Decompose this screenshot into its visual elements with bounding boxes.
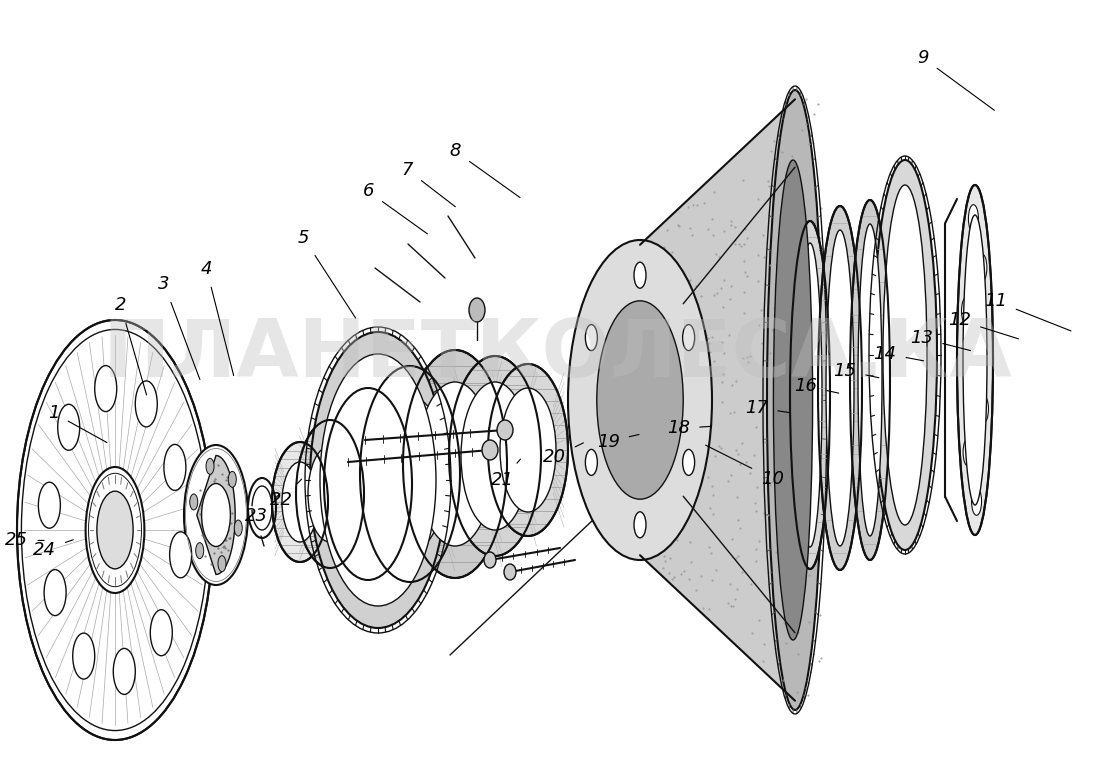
- Ellipse shape: [360, 366, 460, 582]
- Ellipse shape: [963, 215, 987, 505]
- Ellipse shape: [634, 262, 646, 288]
- Ellipse shape: [767, 90, 822, 710]
- Ellipse shape: [683, 324, 694, 350]
- Text: 20: 20: [543, 443, 584, 466]
- Text: 19: 19: [597, 432, 639, 451]
- Ellipse shape: [184, 445, 248, 585]
- Ellipse shape: [95, 366, 117, 411]
- Ellipse shape: [114, 648, 135, 694]
- Text: 10: 10: [705, 445, 783, 488]
- Text: 21: 21: [491, 459, 520, 489]
- Ellipse shape: [135, 381, 157, 427]
- Ellipse shape: [482, 440, 498, 460]
- Ellipse shape: [469, 298, 485, 322]
- Ellipse shape: [151, 610, 172, 655]
- Ellipse shape: [296, 420, 364, 568]
- Ellipse shape: [634, 512, 646, 538]
- Ellipse shape: [45, 570, 66, 615]
- Ellipse shape: [858, 224, 882, 536]
- Ellipse shape: [229, 472, 237, 487]
- Text: 2: 2: [115, 296, 146, 395]
- Ellipse shape: [170, 532, 192, 577]
- Ellipse shape: [449, 356, 541, 556]
- Text: 23: 23: [246, 494, 279, 525]
- Ellipse shape: [883, 185, 927, 525]
- Ellipse shape: [338, 418, 398, 550]
- Polygon shape: [196, 455, 235, 574]
- Ellipse shape: [190, 494, 198, 510]
- Ellipse shape: [873, 160, 937, 550]
- Ellipse shape: [597, 301, 683, 499]
- Ellipse shape: [976, 254, 987, 282]
- Ellipse shape: [58, 405, 79, 450]
- Ellipse shape: [308, 446, 352, 542]
- Ellipse shape: [790, 221, 830, 569]
- Text: 18: 18: [667, 419, 712, 438]
- Ellipse shape: [164, 445, 186, 490]
- Text: 6: 6: [363, 182, 427, 234]
- Text: 1: 1: [48, 404, 107, 442]
- Ellipse shape: [461, 382, 529, 530]
- Text: 22: 22: [270, 479, 301, 510]
- Ellipse shape: [403, 350, 507, 578]
- Ellipse shape: [773, 160, 812, 640]
- Ellipse shape: [282, 462, 318, 542]
- Ellipse shape: [850, 200, 889, 560]
- Ellipse shape: [73, 633, 95, 679]
- Ellipse shape: [97, 491, 133, 569]
- Text: 24: 24: [33, 540, 74, 559]
- Text: 15: 15: [834, 361, 879, 380]
- Ellipse shape: [484, 552, 496, 568]
- Text: 17: 17: [745, 398, 790, 417]
- Ellipse shape: [202, 483, 230, 547]
- Text: 16: 16: [795, 377, 839, 395]
- Ellipse shape: [962, 297, 972, 325]
- Ellipse shape: [818, 206, 862, 570]
- Ellipse shape: [586, 324, 597, 350]
- Ellipse shape: [963, 438, 973, 466]
- Ellipse shape: [218, 556, 225, 572]
- Ellipse shape: [86, 467, 144, 593]
- Text: 5: 5: [298, 229, 356, 318]
- Ellipse shape: [500, 388, 556, 512]
- Ellipse shape: [417, 382, 493, 546]
- Ellipse shape: [568, 240, 712, 560]
- Ellipse shape: [272, 442, 328, 562]
- Ellipse shape: [488, 364, 568, 536]
- Ellipse shape: [234, 520, 242, 536]
- Ellipse shape: [586, 449, 597, 476]
- Ellipse shape: [969, 205, 979, 232]
- Text: 11: 11: [984, 292, 1071, 331]
- Text: 12: 12: [949, 311, 1019, 339]
- Ellipse shape: [826, 230, 854, 546]
- Text: 3: 3: [158, 275, 200, 380]
- Ellipse shape: [979, 395, 989, 423]
- Ellipse shape: [683, 449, 694, 476]
- Ellipse shape: [324, 388, 412, 580]
- Text: 13: 13: [911, 329, 971, 350]
- Polygon shape: [639, 100, 795, 701]
- Text: 7: 7: [402, 161, 455, 207]
- Ellipse shape: [310, 332, 446, 628]
- Ellipse shape: [972, 487, 982, 516]
- Ellipse shape: [958, 185, 993, 535]
- Ellipse shape: [798, 243, 822, 547]
- Ellipse shape: [38, 482, 60, 528]
- Text: ПЛАНЕТКОЛЕСА.КА: ПЛАНЕТКОЛЕСА.КА: [103, 316, 1013, 394]
- Text: 9: 9: [917, 49, 994, 110]
- Ellipse shape: [195, 543, 204, 559]
- Ellipse shape: [206, 459, 214, 474]
- Text: 4: 4: [201, 259, 233, 376]
- Ellipse shape: [504, 564, 516, 580]
- Text: 14: 14: [874, 344, 924, 363]
- Ellipse shape: [320, 354, 436, 606]
- Ellipse shape: [17, 320, 213, 740]
- Text: 25: 25: [6, 531, 45, 550]
- Ellipse shape: [497, 420, 513, 440]
- Text: 8: 8: [450, 142, 520, 198]
- Ellipse shape: [374, 396, 446, 552]
